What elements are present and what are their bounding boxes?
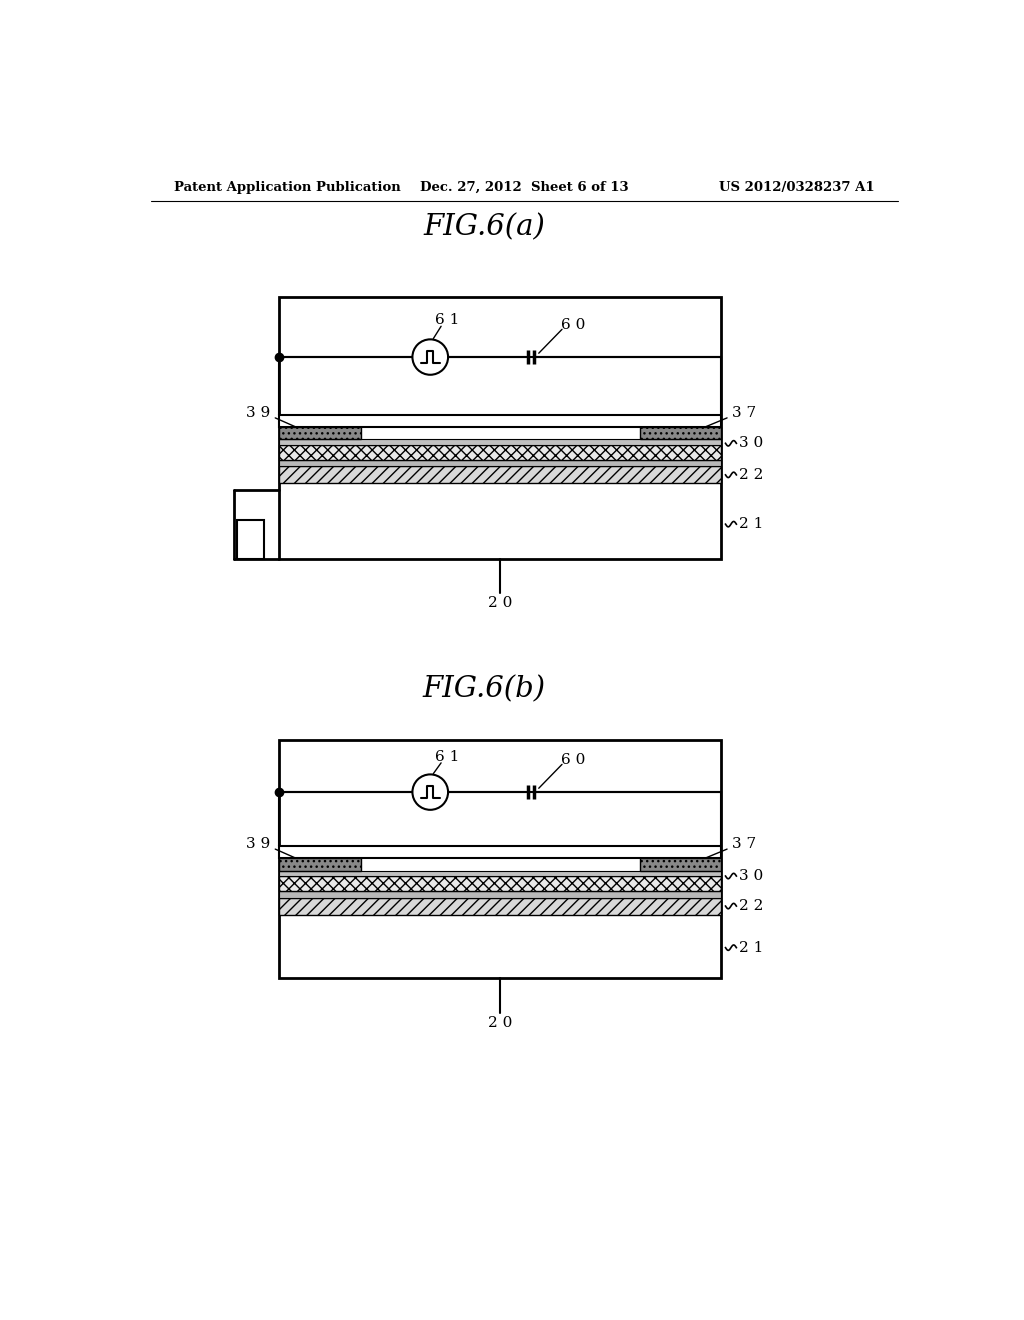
Bar	[280, 445, 721, 461]
Bar	[280, 891, 721, 898]
Bar	[280, 846, 721, 858]
Text: 2 0: 2 0	[487, 597, 512, 610]
Bar	[280, 466, 721, 483]
Text: 3 0: 3 0	[739, 869, 764, 883]
Text: FIG.6(a): FIG.6(a)	[424, 214, 546, 242]
Bar	[280, 414, 721, 428]
Bar	[280, 871, 721, 876]
Bar	[640, 428, 721, 440]
Text: 3 7: 3 7	[732, 407, 756, 420]
Text: 3 7: 3 7	[732, 837, 756, 851]
Text: 2 2: 2 2	[739, 899, 764, 913]
Text: 6 0: 6 0	[561, 752, 586, 767]
Bar	[280, 440, 721, 445]
Bar	[280, 461, 721, 466]
Bar	[280, 739, 721, 978]
Text: 3 9: 3 9	[246, 407, 270, 420]
Text: 3 0: 3 0	[739, 437, 764, 450]
Bar	[280, 428, 360, 440]
Text: 2 1: 2 1	[739, 941, 764, 954]
Text: 6 1: 6 1	[435, 313, 460, 327]
Text: 6 1: 6 1	[435, 750, 460, 764]
Text: Patent Application Publication: Patent Application Publication	[174, 181, 401, 194]
Bar	[280, 858, 360, 871]
Bar	[280, 898, 721, 915]
Bar	[280, 876, 721, 891]
Bar	[280, 297, 721, 558]
Text: 3 9: 3 9	[246, 837, 270, 851]
Text: 6 0: 6 0	[561, 318, 586, 331]
Text: US 2012/0328237 A1: US 2012/0328237 A1	[720, 181, 876, 194]
Text: Dec. 27, 2012  Sheet 6 of 13: Dec. 27, 2012 Sheet 6 of 13	[421, 181, 629, 194]
Bar	[640, 858, 721, 871]
Text: 2 1: 2 1	[739, 517, 764, 531]
Bar	[237, 520, 263, 558]
Text: 2 2: 2 2	[739, 467, 764, 482]
Circle shape	[413, 339, 449, 375]
Text: FIG.6(b): FIG.6(b)	[423, 676, 546, 704]
Circle shape	[413, 775, 449, 809]
Text: 2 0: 2 0	[487, 1016, 512, 1030]
